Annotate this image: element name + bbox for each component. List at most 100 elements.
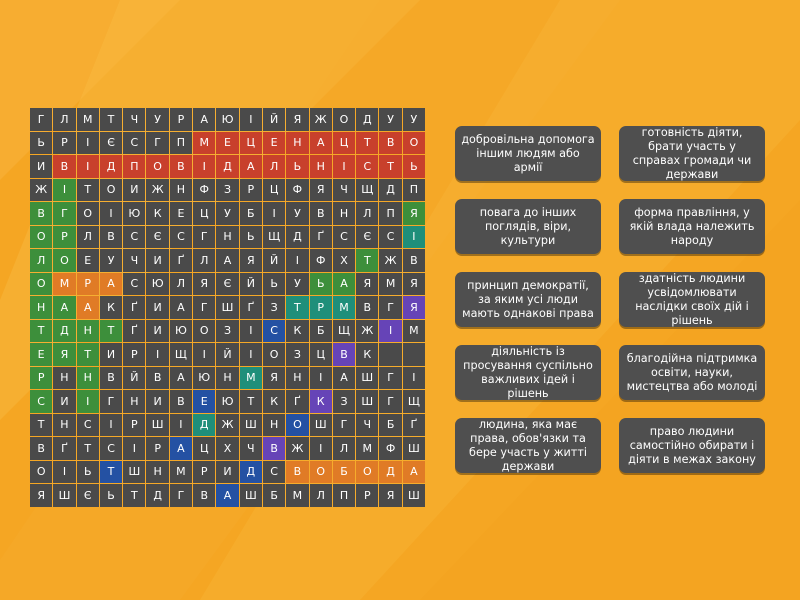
grid-cell[interactable]: Г <box>99 390 123 413</box>
grid-cell[interactable]: О <box>76 202 99 225</box>
grid-cell[interactable] <box>379 343 402 366</box>
grid-cell[interactable]: Ф <box>193 178 216 201</box>
grid-cell[interactable]: Є <box>216 272 239 295</box>
grid-cell[interactable]: Ч <box>239 437 262 460</box>
grid-cell[interactable]: А <box>99 272 123 295</box>
grid-cell[interactable]: В <box>332 343 356 366</box>
grid-cell[interactable]: Б <box>309 319 332 342</box>
grid-cell[interactable]: Щ <box>262 225 286 248</box>
grid-cell[interactable]: Ю <box>123 202 146 225</box>
grid-cell[interactable]: Н <box>216 225 239 248</box>
grid-cell[interactable]: І <box>309 437 332 460</box>
clue-card-volunteering[interactable]: добровільна допомога іншим людям або арм… <box>455 126 601 181</box>
grid-cell[interactable]: Л <box>332 437 356 460</box>
grid-cell[interactable]: Ш <box>402 484 426 507</box>
grid-cell[interactable]: Г <box>379 390 402 413</box>
grid-cell[interactable]: Ч <box>332 178 356 201</box>
grid-cell[interactable]: Ш <box>53 484 76 507</box>
grid-cell[interactable]: Т <box>286 296 309 319</box>
grid-cell[interactable]: И <box>146 296 169 319</box>
grid-cell[interactable]: П <box>332 484 356 507</box>
grid-cell[interactable]: А <box>216 249 239 272</box>
grid-cell[interactable]: Ш <box>216 296 239 319</box>
grid-cell[interactable]: Ц <box>239 131 262 154</box>
grid-cell[interactable]: Ь <box>239 225 262 248</box>
grid-cell[interactable]: Е <box>30 343 53 366</box>
grid-cell[interactable]: І <box>402 366 426 389</box>
grid-cell[interactable]: Д <box>239 460 262 483</box>
grid-cell[interactable]: Т <box>30 319 53 342</box>
grid-cell[interactable]: Д <box>379 178 402 201</box>
grid-cell[interactable]: Е <box>262 131 286 154</box>
grid-cell[interactable]: О <box>99 178 123 201</box>
grid-cell[interactable]: Т <box>379 155 402 178</box>
grid-cell[interactable]: В <box>169 155 193 178</box>
grid-cell[interactable]: У <box>379 108 402 131</box>
grid-cell[interactable]: І <box>76 155 99 178</box>
grid-cell[interactable]: І <box>379 319 402 342</box>
grid-cell[interactable]: В <box>286 460 309 483</box>
grid-cell[interactable]: О <box>332 108 356 131</box>
grid-cell[interactable]: Д <box>356 108 379 131</box>
grid-cell[interactable]: Л <box>356 202 379 225</box>
grid-cell[interactable]: Ґ <box>309 225 332 248</box>
grid-cell[interactable]: Ь <box>402 155 426 178</box>
grid-cell[interactable]: І <box>193 155 216 178</box>
grid-cell[interactable]: Л <box>53 108 76 131</box>
grid-cell[interactable]: Ж <box>30 178 53 201</box>
grid-cell[interactable]: Я <box>402 202 426 225</box>
grid-cell[interactable]: М <box>356 437 379 460</box>
grid-cell[interactable]: Ж <box>379 249 402 272</box>
grid-cell[interactable]: М <box>379 272 402 295</box>
grid-cell[interactable]: Д <box>53 319 76 342</box>
grid-cell[interactable]: О <box>356 460 379 483</box>
grid-cell[interactable]: В <box>169 390 193 413</box>
grid-cell[interactable]: С <box>76 413 99 436</box>
grid-cell[interactable]: С <box>30 390 53 413</box>
clue-card-responsibility[interactable]: здатність людини усвідомлювати наслідки … <box>619 272 765 327</box>
grid-cell[interactable]: С <box>262 460 286 483</box>
grid-cell[interactable]: И <box>146 390 169 413</box>
grid-cell[interactable]: А <box>53 296 76 319</box>
grid-cell[interactable]: Т <box>76 343 99 366</box>
grid-cell[interactable]: Н <box>30 296 53 319</box>
grid-cell[interactable]: Й <box>262 108 286 131</box>
grid-cell[interactable]: Ж <box>356 319 379 342</box>
grid-cell[interactable]: З <box>286 343 309 366</box>
grid-cell[interactable]: Ч <box>123 249 146 272</box>
grid-cell[interactable]: Ю <box>146 272 169 295</box>
grid-cell[interactable]: В <box>356 296 379 319</box>
grid-cell[interactable]: Я <box>239 249 262 272</box>
grid-cell[interactable]: Я <box>286 108 309 131</box>
grid-cell[interactable]: Ґ <box>123 296 146 319</box>
grid-cell[interactable]: Я <box>262 366 286 389</box>
grid-cell[interactable]: С <box>379 225 402 248</box>
grid-cell[interactable]: Г <box>169 484 193 507</box>
grid-cell[interactable]: А <box>193 108 216 131</box>
grid-cell[interactable]: Ж <box>309 108 332 131</box>
grid-cell[interactable]: Р <box>239 178 262 201</box>
grid-cell[interactable]: О <box>286 413 309 436</box>
grid-cell[interactable]: В <box>379 131 402 154</box>
grid-cell[interactable]: Х <box>216 437 239 460</box>
grid-cell[interactable]: М <box>286 484 309 507</box>
grid-cell[interactable]: Ш <box>356 390 379 413</box>
grid-cell[interactable]: Ь <box>286 155 309 178</box>
grid-cell[interactable]: Н <box>53 366 76 389</box>
grid-cell[interactable]: Р <box>53 225 76 248</box>
grid-cell[interactable]: Ж <box>286 437 309 460</box>
grid-cell[interactable]: Ґ <box>286 390 309 413</box>
grid-cell[interactable]: Ф <box>286 178 309 201</box>
grid-cell[interactable]: В <box>53 155 76 178</box>
grid-cell[interactable]: Р <box>309 296 332 319</box>
grid-cell[interactable]: Г <box>146 131 169 154</box>
grid-cell[interactable]: І <box>239 108 262 131</box>
grid-cell[interactable]: А <box>169 366 193 389</box>
grid-cell[interactable]: Г <box>193 225 216 248</box>
grid-cell[interactable]: И <box>216 460 239 483</box>
grid-cell[interactable]: Г <box>379 296 402 319</box>
grid-cell[interactable]: О <box>193 319 216 342</box>
grid-cell[interactable]: М <box>193 131 216 154</box>
grid-cell[interactable]: М <box>332 296 356 319</box>
grid-cell[interactable]: Ь <box>262 272 286 295</box>
